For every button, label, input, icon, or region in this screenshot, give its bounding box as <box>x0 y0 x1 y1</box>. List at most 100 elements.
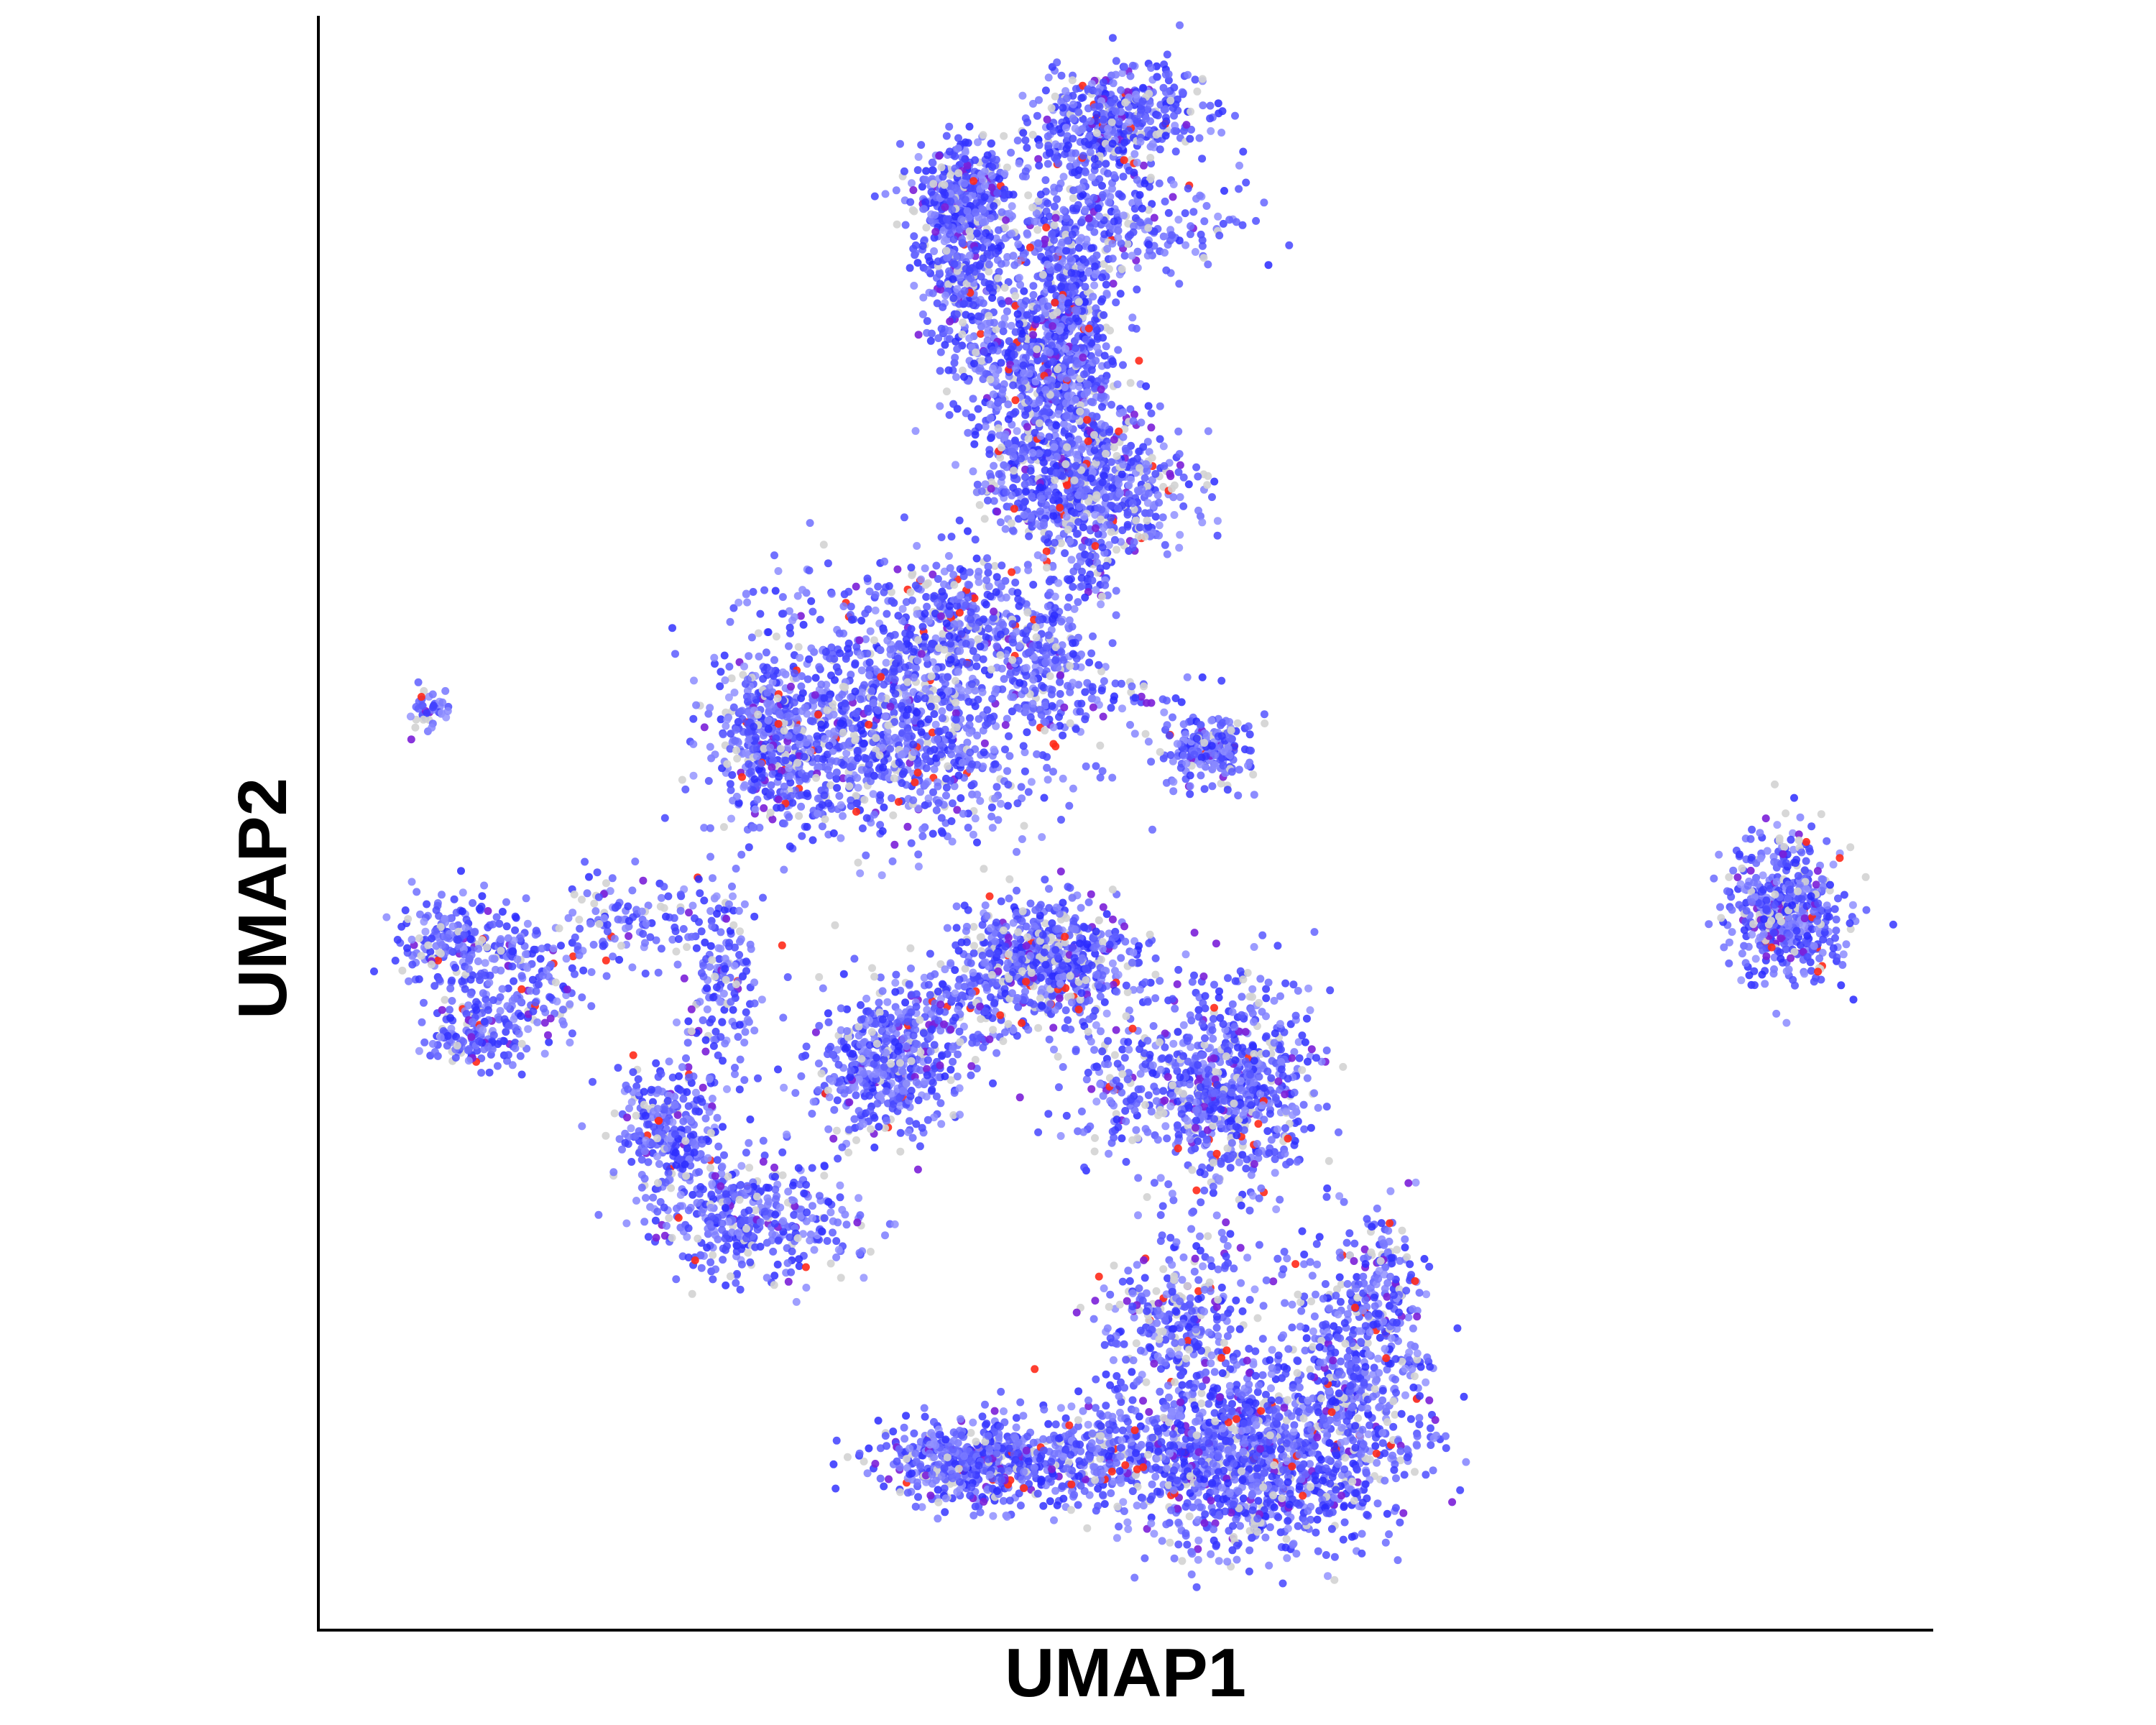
cell-point <box>1007 148 1015 157</box>
cell-point <box>1120 156 1128 165</box>
cell-point <box>1155 521 1164 530</box>
cell-point <box>1156 435 1164 443</box>
cell-point <box>1051 656 1060 665</box>
cell-point <box>847 763 854 771</box>
cell-point <box>1040 518 1048 527</box>
cell-point <box>1021 473 1029 482</box>
cell-point <box>1176 461 1184 469</box>
cell-point <box>1217 129 1226 137</box>
cell-point <box>969 780 978 788</box>
cell-point <box>1104 169 1112 178</box>
cell-point <box>807 644 816 653</box>
cell-point <box>962 310 970 319</box>
cell-point <box>930 765 939 773</box>
cell-point <box>1054 184 1063 193</box>
cell-point <box>914 850 923 859</box>
cell-point <box>880 803 888 811</box>
cell-point <box>959 318 967 327</box>
cell-point <box>1051 213 1060 222</box>
cell-point <box>1020 369 1028 377</box>
cell-point <box>928 640 936 648</box>
cell-point <box>1198 236 1207 244</box>
cell-point <box>786 629 795 638</box>
cell-point <box>1087 366 1096 374</box>
cell-point <box>1018 91 1027 100</box>
cell-point <box>1136 218 1145 226</box>
cell-point <box>1090 155 1099 163</box>
cell-point <box>1147 409 1156 418</box>
cell-point <box>992 783 1001 791</box>
cell-point <box>1151 469 1160 478</box>
cell-point <box>1051 92 1059 101</box>
cell-point <box>986 375 995 384</box>
cell-point <box>897 702 906 710</box>
cell-point <box>1161 249 1169 257</box>
cell-point <box>921 610 929 618</box>
cell-point <box>1029 336 1038 345</box>
cell-point <box>1082 762 1090 770</box>
cell-point <box>1002 593 1010 602</box>
cell-point <box>1087 173 1096 181</box>
cell-point <box>956 647 964 656</box>
cell-point <box>972 246 980 254</box>
cell-point <box>785 813 793 822</box>
cell-point <box>1035 419 1044 428</box>
cell-point <box>951 354 959 362</box>
cell-point <box>1019 742 1028 750</box>
cell-point <box>869 751 877 760</box>
cell-point <box>1150 213 1158 222</box>
cell-point <box>970 359 978 368</box>
cell-point <box>1010 466 1018 475</box>
cell-point <box>994 274 1002 282</box>
cell-point <box>1054 263 1062 272</box>
cell-point <box>900 768 908 776</box>
cell-point <box>877 673 885 681</box>
cell-point <box>1079 353 1087 362</box>
cell-point <box>941 291 950 300</box>
cell-point <box>865 658 874 667</box>
cell-point <box>1013 137 1022 144</box>
cell-point <box>917 650 926 658</box>
cell-point <box>1112 107 1120 116</box>
cell-point <box>1064 423 1072 431</box>
cell-point <box>1032 315 1041 323</box>
cell-point <box>914 331 923 339</box>
cell-point <box>909 648 918 656</box>
cell-point <box>985 260 993 269</box>
cell-point <box>920 205 928 213</box>
cell-point <box>977 487 986 495</box>
cell-point <box>844 587 853 596</box>
cell-point <box>982 320 990 328</box>
cell-point <box>952 715 960 724</box>
cell-point <box>921 674 929 682</box>
cell-point <box>1158 513 1167 522</box>
cell-point <box>983 239 992 247</box>
cell-point <box>1196 191 1204 200</box>
cell-point <box>1102 280 1110 289</box>
cell-point <box>1081 715 1089 724</box>
cell-point <box>929 166 937 175</box>
cell-point <box>1029 331 1038 339</box>
cell-point <box>1094 88 1102 96</box>
cell-point <box>990 745 998 754</box>
cell-point <box>997 443 1005 452</box>
cell-point <box>898 604 907 613</box>
cell-point <box>1174 427 1183 436</box>
cell-point <box>986 592 995 601</box>
cell-point <box>1020 822 1028 830</box>
cell-point <box>924 794 933 803</box>
cell-point <box>1062 213 1071 222</box>
cell-point <box>733 754 742 763</box>
cell-point <box>944 366 953 374</box>
cell-point <box>1105 264 1113 273</box>
cell-point <box>994 816 1003 824</box>
cell-point <box>1207 126 1215 135</box>
cell-point <box>1046 575 1055 584</box>
cell-point <box>1089 254 1097 263</box>
cell-point <box>1098 543 1107 552</box>
cell-point <box>1143 516 1151 525</box>
cell-point <box>1098 273 1106 282</box>
cell-point <box>987 803 996 811</box>
cell-point <box>968 680 976 689</box>
cell-point <box>903 734 911 742</box>
